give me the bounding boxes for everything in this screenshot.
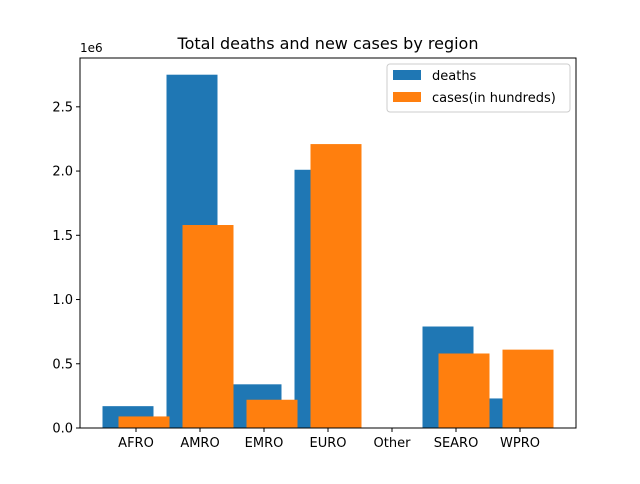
legend-box (386, 63, 571, 113)
legend: deaths cases(in hundreds) (386, 63, 571, 113)
x-tick-label: EMRO (245, 436, 284, 451)
x-tick-label: EURO (310, 436, 347, 451)
legend-label-cases: cases(in hundreds) (432, 91, 556, 106)
bar-cases-in-hundreds--searo (438, 353, 490, 428)
bar-cases-in-hundreds--afro (118, 416, 170, 428)
y-scale-label: 1e6 (80, 41, 103, 55)
legend-swatch-cases (393, 92, 421, 102)
bar-cases-in-hundreds--euro (310, 144, 362, 428)
x-tick-label: SEARO (434, 436, 479, 451)
x-tick-label: AMRO (180, 436, 219, 451)
y-tick-label: 0.5 (52, 357, 73, 372)
bars-layer (102, 74, 554, 428)
y-tick-label: 1.5 (52, 229, 73, 244)
chart-title: Total deaths and new cases by region (177, 34, 479, 53)
y-tick-label: 2.5 (52, 100, 73, 115)
x-tick-label: AFRO (118, 436, 154, 451)
y-tick-label: 0.0 (52, 422, 73, 437)
y-axis: 0.0 0.5 1.0 1.5 2.0 2.5 (52, 100, 80, 437)
bar-cases-in-hundreds--wpro (502, 349, 554, 428)
legend-label-deaths: deaths (432, 69, 477, 84)
bar-cases-in-hundreds--amro (182, 225, 234, 428)
y-tick-label: 2.0 (52, 165, 73, 180)
legend-swatch-deaths (393, 70, 421, 80)
bar-cases-in-hundreds--emro (246, 399, 298, 428)
x-axis: AFRO AMRO EMRO EURO Other SEARO WPRO (118, 428, 540, 451)
x-tick-label: Other (374, 436, 412, 451)
x-tick-label: WPRO (500, 436, 540, 451)
y-tick-label: 1.0 (52, 293, 73, 308)
